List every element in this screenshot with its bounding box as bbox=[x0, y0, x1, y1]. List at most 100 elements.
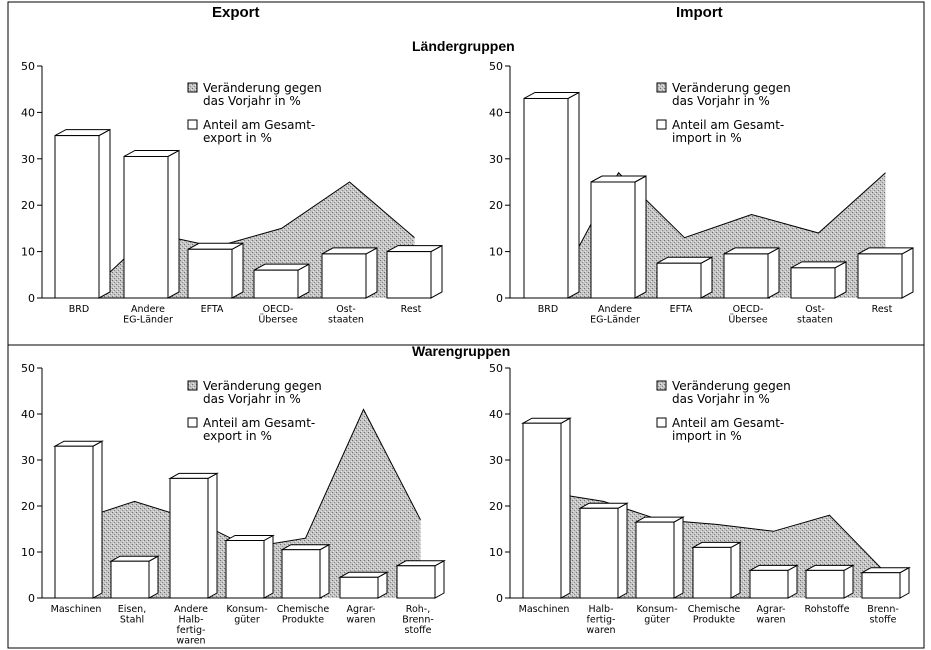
legend-swatch-change bbox=[187, 380, 198, 391]
category-label: Rest bbox=[872, 304, 893, 315]
category-label: fertig- bbox=[587, 615, 616, 626]
bar-side bbox=[787, 564, 798, 599]
bar bbox=[253, 263, 310, 299]
y-tick-label: 0 bbox=[28, 592, 35, 605]
legend-label-change: Veränderung gegen bbox=[203, 379, 322, 393]
bar bbox=[656, 256, 713, 299]
bar bbox=[224, 534, 275, 599]
bar-side bbox=[843, 564, 854, 599]
category-label: Andere bbox=[131, 304, 165, 315]
legend-label-change: Veränderung gegen bbox=[672, 81, 791, 95]
category-label: Agrar- bbox=[347, 604, 376, 615]
legend-label-change: Veränderung gegen bbox=[672, 379, 791, 393]
bar bbox=[860, 566, 911, 599]
bar bbox=[54, 128, 111, 299]
category-label: BRD bbox=[538, 304, 558, 315]
bar-top bbox=[521, 417, 572, 424]
bar-front bbox=[253, 269, 299, 299]
import-header: Import bbox=[676, 4, 723, 21]
y-tick-label: 0 bbox=[496, 592, 503, 605]
bar-front bbox=[321, 253, 367, 299]
warengruppen-header: Warengruppen bbox=[412, 343, 511, 359]
bar-top bbox=[748, 564, 799, 571]
category-label: OECD- bbox=[263, 304, 294, 315]
category-label: Brenn- bbox=[402, 615, 434, 626]
y-tick-label: 10 bbox=[489, 546, 503, 559]
legend-label-share: Anteil am Gesamt- bbox=[672, 118, 784, 132]
laendergruppen-header: Ländergruppen bbox=[412, 38, 515, 54]
bar-front bbox=[635, 521, 675, 599]
category-label: Halb- bbox=[588, 604, 613, 615]
legend-swatch-share bbox=[187, 119, 198, 130]
bar bbox=[109, 555, 160, 599]
y-tick-label: 20 bbox=[21, 500, 35, 513]
category-label: waren bbox=[586, 625, 615, 636]
bar-top bbox=[804, 564, 855, 571]
y-tick-label: 20 bbox=[489, 500, 503, 513]
legend-label-share: export in % bbox=[203, 429, 272, 443]
bar-front bbox=[522, 422, 562, 599]
y-tick-label: 20 bbox=[489, 199, 503, 212]
bar-front bbox=[692, 546, 732, 599]
y-tick-label: 10 bbox=[21, 246, 35, 259]
export-header: Export bbox=[212, 4, 260, 21]
bar bbox=[523, 91, 580, 299]
bar-front bbox=[523, 97, 569, 299]
outer-border bbox=[7, 1, 925, 649]
category-label: Eisen, bbox=[118, 604, 146, 615]
category-label: waren bbox=[176, 636, 205, 647]
legend-label-change: Veränderung gegen bbox=[203, 81, 322, 95]
bar-front bbox=[805, 569, 845, 599]
legend-label-change: das Vorjahr in % bbox=[672, 94, 770, 108]
bar-top bbox=[634, 516, 685, 523]
bar-front bbox=[169, 477, 209, 599]
y-tick-label: 0 bbox=[28, 292, 35, 305]
bar-front bbox=[54, 135, 100, 299]
y-tick-label: 40 bbox=[21, 106, 35, 119]
y-tick-label: 50 bbox=[21, 60, 35, 73]
bar-front bbox=[723, 253, 769, 299]
category-label: Produkte bbox=[693, 615, 735, 626]
category-label: güter bbox=[234, 615, 260, 626]
category-label: fertig- bbox=[177, 625, 206, 636]
bar-front bbox=[590, 181, 636, 299]
category-label: Brenn- bbox=[867, 604, 899, 615]
area-change bbox=[78, 409, 421, 598]
bar-front bbox=[54, 445, 94, 599]
bar bbox=[187, 242, 244, 299]
y-tick-label: 40 bbox=[489, 408, 503, 421]
bar-front bbox=[187, 248, 233, 299]
y-tick-label: 30 bbox=[21, 153, 35, 166]
category-label: Ost- bbox=[805, 304, 825, 315]
category-label: OECD- bbox=[733, 304, 764, 315]
category-label: Agrar- bbox=[757, 604, 786, 615]
category-label: Übersee bbox=[258, 315, 298, 326]
bar bbox=[857, 247, 914, 299]
bar-side bbox=[730, 541, 741, 599]
legend-label-share: Anteil am Gesamt- bbox=[203, 416, 315, 430]
bar bbox=[748, 564, 799, 599]
y-tick-label: 30 bbox=[489, 454, 503, 467]
category-label: Rohstoffe bbox=[805, 604, 850, 615]
bar-top bbox=[860, 567, 911, 574]
y-tick-label: 40 bbox=[489, 106, 503, 119]
bar bbox=[168, 472, 219, 599]
category-label: EG-Länder bbox=[123, 315, 173, 326]
bar bbox=[280, 543, 331, 599]
category-label: staaten bbox=[328, 315, 364, 326]
category-label: Chemische bbox=[688, 604, 741, 615]
bar bbox=[53, 440, 104, 599]
y-tick-label: 30 bbox=[489, 153, 503, 166]
bar-side bbox=[673, 516, 684, 599]
category-label: EG-Länder bbox=[590, 315, 640, 326]
category-label: Andere bbox=[598, 304, 632, 315]
y-tick-label: 0 bbox=[496, 292, 503, 305]
category-label: EFTA bbox=[201, 304, 224, 315]
category-label: Chemische bbox=[277, 604, 330, 615]
legend-swatch-change bbox=[656, 82, 667, 93]
legend-label-share: import in % bbox=[672, 429, 742, 443]
category-label: Rest bbox=[401, 304, 422, 315]
legend-label-share: import in % bbox=[672, 131, 742, 145]
